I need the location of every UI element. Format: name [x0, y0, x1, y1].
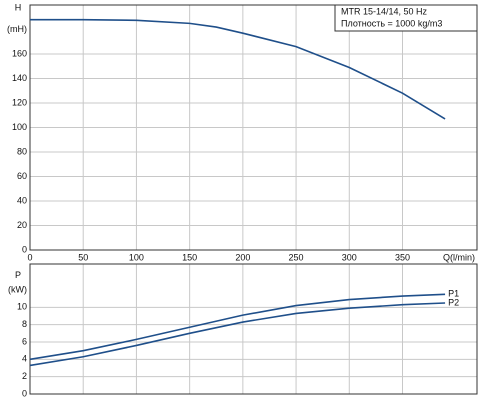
plot-area: [30, 264, 477, 394]
y-tick-label: 6: [22, 336, 27, 346]
x-tick-label: 300: [342, 252, 357, 262]
series-label: P2: [448, 297, 459, 307]
line: [30, 18, 446, 120]
y-axis-label: P: [15, 270, 21, 280]
y-tick-label: 0: [22, 388, 27, 398]
line: [29, 302, 446, 367]
plot-frame: [29, 4, 478, 251]
y-tick-label: 120: [12, 97, 27, 107]
series-label: P1: [448, 289, 459, 299]
y-tick-label: 160: [12, 48, 27, 58]
x-axis-label: Q(l/min): [443, 252, 475, 262]
x-tick-label: 250: [289, 252, 304, 262]
y-axis-unit: (kW): [8, 284, 27, 294]
y-tick-label: 40: [17, 195, 27, 205]
x-tick-label: 200: [235, 252, 250, 262]
note: Плотность = 1000 kg/m3: [341, 18, 442, 28]
x-tick-label: 150: [182, 252, 197, 262]
plot-frame: [29, 263, 478, 395]
y-tick-label: 2: [22, 371, 27, 381]
x-tick-label: 350: [395, 252, 410, 262]
x-tick-label: 100: [129, 252, 144, 262]
y-tick-label: 10: [17, 302, 27, 312]
y-tick-label: 140: [12, 73, 27, 83]
y-tick-label: 20: [17, 220, 27, 230]
x-tick-label: 0: [27, 252, 32, 262]
note-box: [334, 4, 478, 32]
line: [29, 293, 446, 361]
y-tick-label: 60: [17, 171, 27, 181]
y-tick-label: 100: [12, 122, 27, 132]
y-tick-label: 0: [22, 244, 27, 254]
note: MTR 15-14/14, 50 Hz: [341, 6, 428, 16]
y-tick-label: 4: [22, 354, 27, 364]
y-axis-unit: (mH): [7, 24, 27, 34]
y-tick-label: 80: [17, 146, 27, 156]
x-tick-label: 50: [78, 252, 88, 262]
y-axis-label: H: [15, 2, 22, 12]
y-tick-label: 8: [22, 319, 27, 329]
